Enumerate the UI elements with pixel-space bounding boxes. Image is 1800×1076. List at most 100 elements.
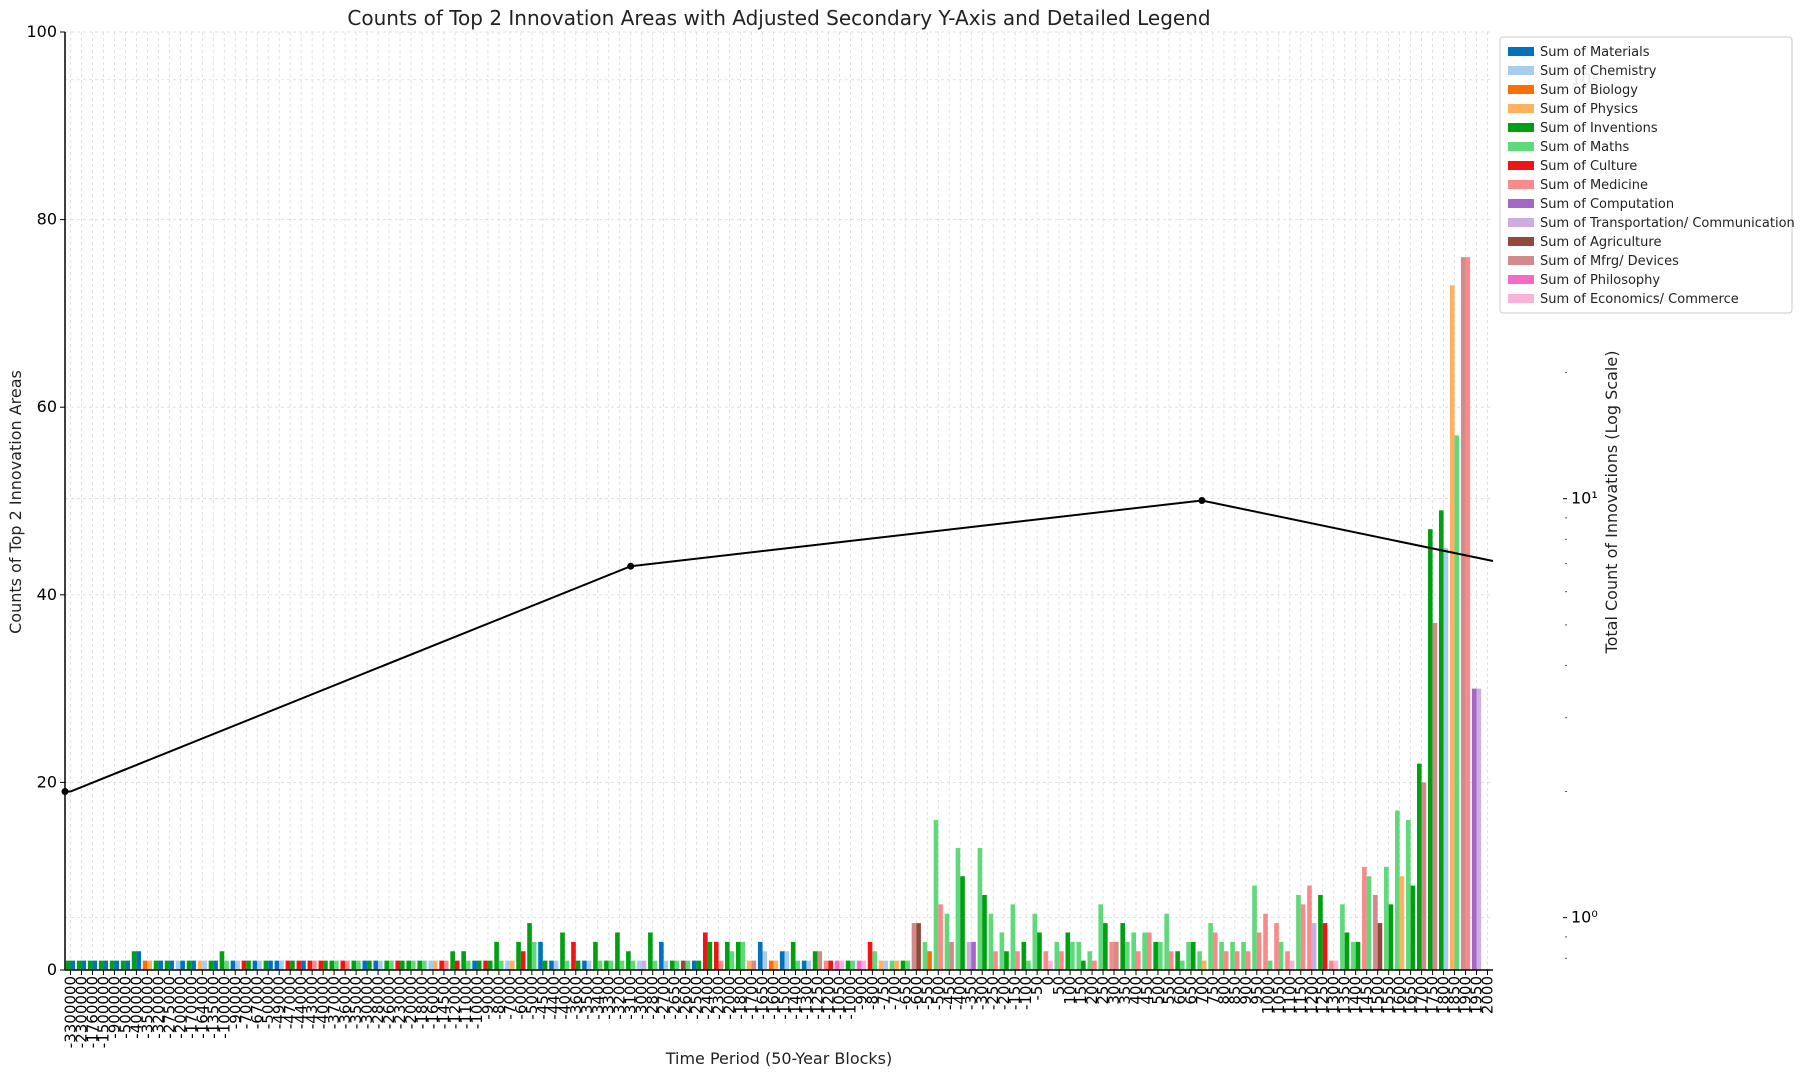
- x-tick-label: 500: [1149, 976, 1167, 1005]
- bar-materials: [268, 960, 273, 970]
- bar-culture: [307, 960, 313, 970]
- bar-chemistry: [257, 960, 262, 970]
- legend-label: Sum of Philosophy: [1540, 273, 1660, 288]
- x-tick-label: -1000: [841, 976, 859, 1020]
- x-tick-label: -400000: [127, 976, 145, 1039]
- bar-inventions: [527, 923, 532, 970]
- legend-swatch: [1508, 123, 1534, 132]
- bar-medicine: [993, 951, 998, 970]
- bar-materials: [191, 960, 196, 970]
- bar-materials: [801, 960, 807, 970]
- x-tick-label: -3300000: [62, 976, 80, 1048]
- legend-swatch: [1508, 256, 1534, 265]
- bar-maths: [411, 960, 416, 970]
- x-tick-label: -500000: [116, 976, 134, 1039]
- x-tick-label: 400: [1127, 976, 1145, 1005]
- x-tick-label: -300: [973, 976, 991, 1010]
- bar-inventions: [290, 960, 295, 970]
- bar-agriculture: [1377, 923, 1383, 970]
- bar-transportation: [1311, 923, 1317, 970]
- x-tick-label: 1850: [1446, 976, 1464, 1014]
- bar-materials: [274, 960, 280, 970]
- bar-culture: [285, 960, 291, 970]
- legend-swatch: [1508, 237, 1534, 246]
- bar-maths: [1267, 960, 1273, 970]
- legend-label: Sum of Materials: [1540, 45, 1650, 60]
- x-tick-label: -4000: [556, 976, 574, 1020]
- bar-maths: [1340, 904, 1345, 970]
- x-tick-label: -30000: [358, 976, 376, 1029]
- chart-title: Counts of Top 2 Innovation Areas with Ad…: [347, 6, 1210, 30]
- bar-medicine: [823, 960, 829, 970]
- bar-inventions: [735, 941, 741, 970]
- bar-maths: [944, 913, 950, 970]
- x-tick-label: -2400: [699, 976, 717, 1020]
- bar-maths: [356, 960, 361, 970]
- x-tick-label: -100000: [215, 976, 233, 1039]
- x-tick-label: -5000: [523, 976, 541, 1020]
- x-tick-label: 200: [1083, 976, 1101, 1005]
- x-tick-label: -3300: [600, 976, 618, 1020]
- x-tick-label: 1100: [1281, 976, 1299, 1014]
- bar-chemistry: [883, 960, 888, 970]
- total-line-marker: [627, 562, 635, 570]
- bar-materials: [180, 960, 185, 970]
- x-tick-label: 1700: [1413, 976, 1431, 1014]
- bar-maths: [564, 960, 570, 970]
- x-tick-label: -44000: [292, 976, 310, 1029]
- bar-materials: [70, 960, 76, 970]
- bar-maths: [597, 960, 603, 970]
- bar-inventions: [476, 960, 482, 970]
- bar-materials: [213, 960, 218, 970]
- x-tick-label: -90000: [226, 976, 244, 1029]
- x-tick-label: -1700: [743, 976, 761, 1020]
- bar-culture: [483, 960, 488, 970]
- bar-maths: [619, 960, 625, 970]
- bar-maths: [889, 960, 895, 970]
- x-tick-label: 300: [1105, 976, 1123, 1005]
- bar-philosophy: [834, 960, 840, 970]
- bar-chemistry: [175, 960, 181, 970]
- bar-maths: [630, 960, 636, 970]
- bar-inventions: [593, 941, 598, 970]
- x-tick-label: -1650: [754, 976, 772, 1020]
- bar-maths: [850, 960, 856, 970]
- bar-maths: [1366, 876, 1372, 970]
- x-tick-label: 1800: [1435, 976, 1453, 1014]
- bar-maths: [1131, 932, 1136, 970]
- bar-inventions: [450, 951, 455, 970]
- bar-inventions: [615, 932, 620, 970]
- bar-inventions: [1355, 941, 1361, 970]
- legend-swatch: [1508, 275, 1534, 284]
- bar-economics: [1289, 960, 1295, 970]
- bar-economics: [1333, 960, 1339, 970]
- bar-inventions: [1438, 510, 1444, 970]
- bar-inventions: [960, 876, 965, 970]
- legend-label: Sum of Agriculture: [1540, 235, 1661, 250]
- bar-maths: [740, 941, 746, 970]
- x-tick-label: 1050: [1270, 976, 1288, 1014]
- bar-medicine: [443, 960, 449, 970]
- bar-inventions: [246, 960, 251, 970]
- bar-inventions: [626, 951, 631, 970]
- x-tick-label: -200: [995, 976, 1013, 1010]
- bar-chemistry: [235, 960, 240, 970]
- bar-inventions: [1065, 932, 1071, 970]
- bar-maths: [1070, 941, 1075, 970]
- bar-materials: [158, 960, 163, 970]
- bar-transportation: [966, 941, 972, 970]
- bar-medicine: [1223, 951, 1229, 970]
- x-tick-label: 1500: [1369, 976, 1387, 1014]
- x-tick-label: -4400: [545, 976, 563, 1020]
- bar-chemistry: [202, 960, 207, 970]
- bar-medicine: [1109, 941, 1115, 970]
- legend-swatch: [1508, 294, 1534, 303]
- bar-culture: [713, 941, 719, 970]
- bar-maths: [872, 951, 877, 970]
- bar-culture: [241, 960, 247, 970]
- bar-medicine: [1059, 951, 1064, 970]
- bar-materials: [659, 941, 664, 970]
- bar-maths: [729, 951, 735, 970]
- bar-physics: [509, 960, 515, 970]
